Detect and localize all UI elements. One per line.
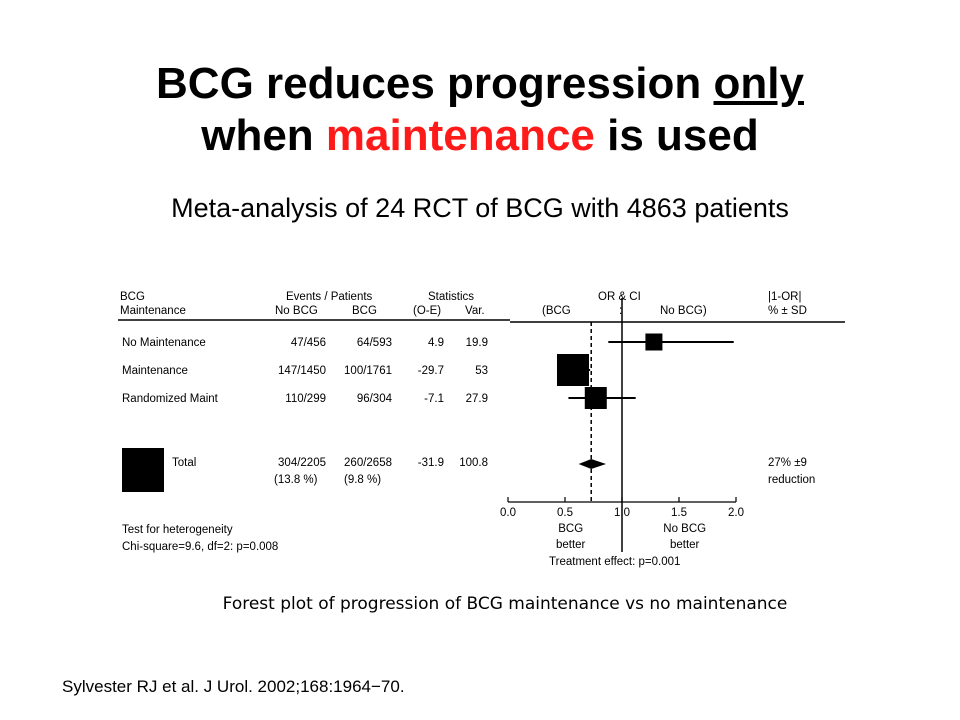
header-orci-left: (BCG bbox=[542, 305, 571, 317]
row-oe: -29.7 bbox=[418, 365, 444, 377]
or-square bbox=[584, 387, 607, 409]
total-nobcg-pct: (13.8 %) bbox=[274, 474, 318, 486]
forest-marks bbox=[556, 298, 734, 552]
header-reduction-sub: % ± SD bbox=[768, 305, 807, 317]
x-axis-tick-label: 2.0 bbox=[728, 507, 744, 519]
total-weight-square bbox=[122, 448, 164, 492]
header-col-nobcg: No BCG bbox=[275, 305, 318, 317]
row-bcg-events: 64/593 bbox=[357, 337, 392, 349]
row-label: No Maintenance bbox=[122, 337, 206, 349]
header-group-line1: BCG bbox=[120, 291, 145, 303]
header-col-bcg: BCG bbox=[352, 305, 377, 317]
total-bcg-events: 260/2658 bbox=[344, 457, 392, 469]
header-events-title: Events / Patients bbox=[286, 291, 373, 303]
heterogeneity-title: Test for heterogeneity bbox=[122, 524, 233, 536]
row-var: 19.9 bbox=[466, 337, 488, 349]
header-reduction-title: |1-OR| bbox=[768, 291, 801, 303]
x-axis-tick-label: 0.5 bbox=[557, 507, 573, 519]
row-bcg-events: 100/1761 bbox=[344, 365, 392, 377]
forest-axis: 0.00.51.01.52.0 bbox=[500, 497, 744, 519]
or-square bbox=[645, 333, 663, 351]
favors-right-line1: No BCG bbox=[663, 523, 706, 535]
row-nobcg-events: 47/456 bbox=[291, 337, 326, 349]
title-text-a: BCG reduces progression bbox=[156, 59, 714, 108]
title-only-underlined: only bbox=[713, 59, 804, 108]
row-var: 53 bbox=[475, 365, 488, 377]
total-label: Total bbox=[172, 457, 196, 469]
favors-right-line2: better bbox=[670, 539, 700, 551]
title-text-c: is used bbox=[594, 111, 759, 160]
row-label: Randomized Maint bbox=[122, 393, 219, 405]
treatment-effect: Treatment effect: p=0.001 bbox=[549, 556, 680, 568]
header-col-var: Var. bbox=[465, 305, 485, 317]
figure-caption: Forest plot of progression of BCG mainte… bbox=[222, 594, 788, 614]
total-bcg-pct: (9.8 %) bbox=[344, 474, 381, 486]
heterogeneity-stat: Chi-square=9.6, df=2: p=0.008 bbox=[122, 541, 278, 553]
header-orci-mid: : bbox=[619, 305, 622, 317]
slide-title: BCG reduces progression only when mainte… bbox=[0, 58, 960, 162]
row-oe: -7.1 bbox=[424, 393, 444, 405]
row-bcg-events: 96/304 bbox=[357, 393, 393, 405]
total-reduction-word: reduction bbox=[768, 474, 815, 486]
forest-header: BCG Maintenance Events / Patients No BCG… bbox=[120, 291, 807, 317]
row-nobcg-events: 147/1450 bbox=[278, 365, 326, 377]
total-diamond bbox=[578, 459, 607, 469]
total-oe: -31.9 bbox=[418, 457, 444, 469]
total-reduction-value: 27% ±9 bbox=[768, 457, 807, 469]
forest-rows: No Maintenance 47/456 64/593 4.9 19.9 Mainten… bbox=[122, 337, 815, 492]
title-line-1: BCG reduces progression only bbox=[0, 58, 960, 110]
favors-left-line1: BCG bbox=[558, 523, 583, 535]
row-label: Maintenance bbox=[122, 365, 188, 377]
title-text-b: when bbox=[201, 111, 326, 160]
slide-subtitle: Meta-analysis of 24 RCT of BCG with 4863… bbox=[171, 193, 789, 223]
or-square bbox=[556, 354, 589, 386]
forest-footer: BCG better No BCG better Treatment effect: p… bbox=[122, 523, 706, 568]
header-orci-right: No BCG) bbox=[660, 305, 707, 317]
favors-left-line2: better bbox=[556, 539, 586, 551]
row-nobcg-events: 110/299 bbox=[285, 393, 326, 405]
x-axis-tick-label: 1.5 bbox=[671, 507, 687, 519]
total-nobcg-events: 304/2205 bbox=[278, 457, 326, 469]
x-axis-tick-label: 0.0 bbox=[500, 507, 516, 519]
header-col-oe: (O-E) bbox=[413, 305, 441, 317]
row-oe: 4.9 bbox=[428, 337, 444, 349]
title-maintenance-highlight: maintenance bbox=[325, 111, 595, 160]
row-var: 27.9 bbox=[466, 393, 488, 405]
header-stats-title: Statistics bbox=[428, 291, 474, 303]
forest-plot: BCG Maintenance Events / Patients No BCG… bbox=[118, 291, 845, 568]
total-var: 100.8 bbox=[459, 457, 488, 469]
citation: Sylvester RJ et al. J Urol. 2002;168:196… bbox=[62, 677, 405, 696]
title-line-2: when maintenance is used bbox=[0, 110, 960, 162]
header-group-line2: Maintenance bbox=[120, 305, 186, 317]
header-orci-title: OR & CI bbox=[598, 291, 641, 303]
